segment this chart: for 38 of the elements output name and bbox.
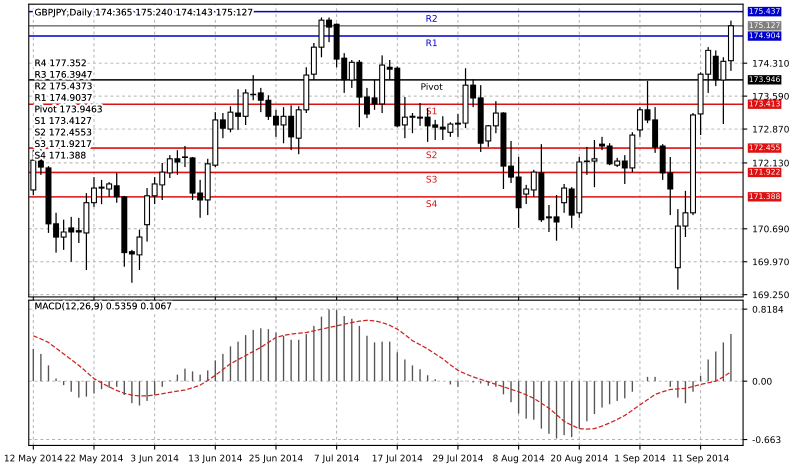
chart-title: MACD(12,26,9) 0.5359 0.1067 <box>35 302 172 310</box>
x-tick-label: 22 May 2014 <box>65 454 123 464</box>
x-tick-label: 1 Sep 2014 <box>615 454 666 464</box>
x-tick-label: 3 Jun 2014 <box>131 454 178 464</box>
y-tick-label: -0.663 <box>752 436 780 444</box>
x-tick-label: 11 Sep 2014 <box>672 454 729 464</box>
annotation: Pivot 173.9463 <box>35 105 102 112</box>
candlestick <box>667 156 674 216</box>
x-tick-label: 7 Jul 2014 <box>314 454 359 464</box>
y-tick-label: 170.690 <box>753 226 789 232</box>
x-tick-label: 13 Jun 2014 <box>189 454 242 464</box>
annotation: R4 177.352 <box>35 59 86 66</box>
y-tick-label: 172.870 <box>753 126 789 133</box>
y-tick-label: 169.250 <box>753 291 789 298</box>
x-tick-label: 8 Aug 2014 <box>493 454 544 464</box>
annotation: R3 176.3947 <box>35 70 92 78</box>
y-tick-label: 174.310 <box>753 60 789 67</box>
annotation: S3 <box>426 176 437 183</box>
y-tick-label: 172.130 <box>753 160 789 166</box>
annotation: R2 <box>426 14 437 22</box>
annotation: S4 <box>426 200 437 208</box>
annotation: S1 173.4127 <box>35 117 92 124</box>
annotation: S2 172.4553 <box>35 128 92 136</box>
annotation: Pivot <box>421 83 442 90</box>
y-tick-label: 169.970 <box>753 258 789 266</box>
line-series <box>32 320 732 430</box>
x-tick-label: 20 Aug 2014 <box>551 454 608 464</box>
x-tick-label: 29 Jul 2014 <box>433 454 483 464</box>
annotation: R2 175.4373 <box>35 82 92 90</box>
x-tick-label: 17 Jul 2014 <box>372 454 422 464</box>
x-tick-label: 25 Jun 2014 <box>249 454 303 464</box>
annotation: S2 <box>426 151 436 158</box>
x-tick-label: 12 May 2014 <box>4 454 62 464</box>
y-tick-label: 0.8184 <box>752 306 784 313</box>
y-tick-label: 0.00 <box>752 378 772 385</box>
annotation: R1 174.9037 <box>35 94 92 101</box>
annotation: R1 <box>426 39 437 46</box>
y-tick-label: 173.590 <box>753 92 789 100</box>
